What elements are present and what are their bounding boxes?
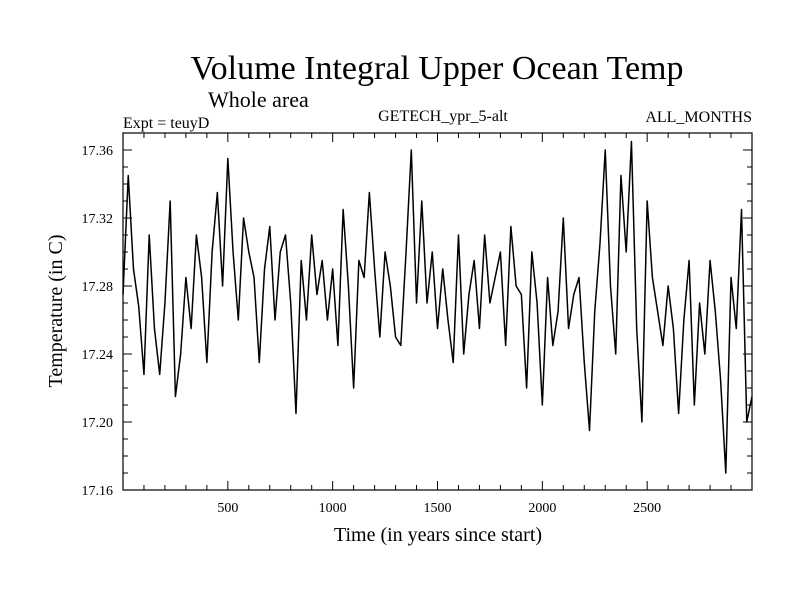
x-axis-tick-labels: 500 1000 1500 2000 2500 <box>217 501 661 516</box>
plot-area: 500 1000 1500 2000 2500 17.16 17.20 17.24 17.28… <box>82 132 753 516</box>
y-tick-label: 17.28 <box>82 280 114 295</box>
chart-title: Volume Integral Upper Ocean Temp <box>191 50 684 87</box>
chart-subtitle: Whole area <box>208 87 309 112</box>
y-axis-ticks <box>123 132 752 491</box>
series-line-temperature <box>122 140 753 474</box>
y-tick-label: 17.36 <box>82 144 114 159</box>
y-tick-label: 17.20 <box>82 416 114 431</box>
period-label: ALL_MONTHS <box>645 109 752 126</box>
x-tick-label: 2000 <box>528 501 556 516</box>
x-axis-label: Time (in years since start) <box>334 524 542 546</box>
y-axis-label: Temperature (in C) <box>45 235 67 388</box>
y-tick-label: 17.24 <box>82 348 114 363</box>
x-tick-label: 1000 <box>319 501 347 516</box>
dataset-label: GETECH_ypr_5-alt <box>378 108 508 125</box>
y-tick-label: 17.32 <box>82 212 114 227</box>
y-tick-label: 17.16 <box>82 484 114 499</box>
experiment-label: Expt = teuyD <box>123 115 209 132</box>
x-tick-label: 2500 <box>633 501 661 516</box>
y-axis-tick-labels: 17.16 17.20 17.24 17.28 17.32 17.36 <box>82 144 114 499</box>
x-axis-ticks <box>143 133 732 490</box>
x-tick-label: 1500 <box>424 501 452 516</box>
x-tick-label: 500 <box>217 501 238 516</box>
